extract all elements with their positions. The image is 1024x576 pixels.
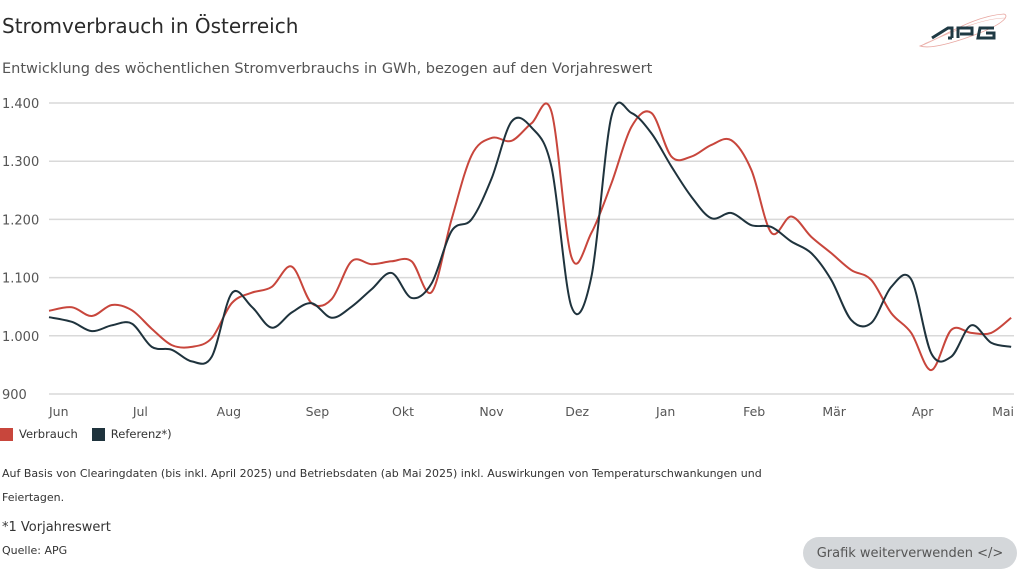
legend-item-referenz[interactable]: Referenz*): [91, 427, 172, 441]
x-tick-label: Jan: [655, 404, 675, 419]
y-tick-label: 1.100: [2, 272, 39, 287]
x-tick-label: Mär: [822, 404, 846, 419]
x-tick-label: Sep: [306, 404, 330, 419]
source-text: Quelle: APG: [2, 544, 68, 557]
legend-label: Referenz*): [110, 427, 172, 441]
footnote-text: Auf Basis von Clearingdaten (bis inkl. A…: [2, 467, 762, 480]
y-tick-label: 1.400: [2, 97, 39, 112]
x-tick-label: Aug: [217, 404, 241, 419]
legend-swatch-verbrauch: [0, 427, 13, 441]
series-line-referenz: [48, 101, 1012, 365]
x-tick-label: Apr: [912, 404, 934, 419]
x-tick-label: Feb: [743, 404, 765, 419]
chart-subtitle: Entwicklung des wöchentlichen Stromverbr…: [2, 61, 653, 77]
legend-label: Verbrauch: [19, 427, 78, 441]
chart-title: Stromverbrauch in Österreich: [2, 14, 299, 38]
reference-footnote: *1 Vorjahreswert: [2, 520, 111, 535]
y-tick-label: 900: [2, 388, 27, 403]
series-line-verbrauch: [48, 102, 1012, 372]
legend-swatch-referenz: [91, 427, 105, 441]
legend-item-verbrauch[interactable]: Verbrauch: [0, 427, 78, 441]
x-tick-label: Dez: [565, 404, 589, 419]
apg-logo: [918, 13, 1007, 48]
x-tick-label: Jul: [132, 404, 148, 419]
line-chart: 900 1.000 1.100 1.200 1.300 1.400 Jun Jul Aug Sep…: [2, 97, 1014, 419]
footnote-text-continued: Feiertagen.: [2, 491, 65, 504]
x-tick-label: Jun: [48, 404, 69, 419]
legend: Verbrauch Referenz*): [0, 427, 172, 441]
x-tick-label: Okt: [392, 404, 414, 419]
x-tick-label: Mai: [992, 404, 1014, 419]
y-tick-label: 1.000: [2, 330, 39, 345]
y-tick-label: 1.300: [2, 155, 39, 170]
reuse-graphic-button[interactable]: Grafik weiterverwenden </>: [803, 537, 1017, 569]
x-tick-label: Nov: [479, 404, 504, 419]
y-tick-label: 1.200: [2, 213, 39, 228]
